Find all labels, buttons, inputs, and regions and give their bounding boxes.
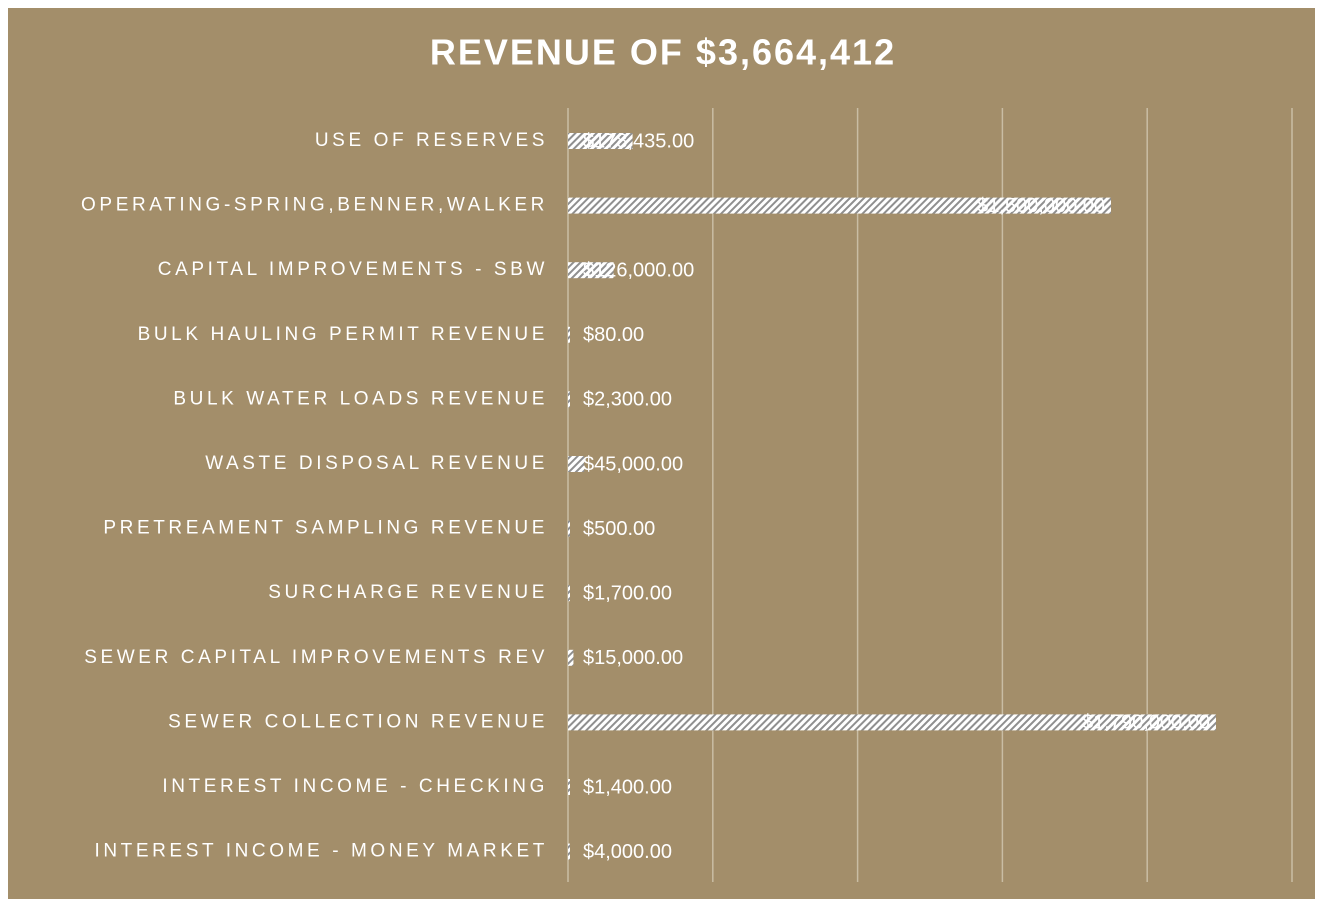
category-label: BULK HAULING PERMIT REVENUE [138, 324, 548, 345]
bar [568, 520, 570, 537]
bar [568, 391, 570, 408]
bar [568, 649, 574, 666]
category-label: SEWER CAPITAL IMPROVEMENTS REV [84, 647, 548, 668]
category-label: SURCHARGE REVENUE [268, 582, 548, 603]
data-label: $500.00 [583, 518, 655, 540]
data-label: $1,790,000.00 [1082, 712, 1210, 734]
bar [568, 133, 633, 149]
category-label: BULK WATER LOADS REVENUE [173, 388, 548, 409]
category-label: OPERATING-SPRING,BENNER,WALKER [81, 195, 548, 216]
data-label: $15,000.00 [583, 647, 683, 669]
data-label: $2,300.00 [583, 389, 672, 411]
chart-title: REVENUE OF $3,664,412 [430, 32, 896, 73]
category-label: INTEREST INCOME - CHECKING [162, 776, 548, 797]
bar [568, 456, 585, 472]
bar [568, 779, 570, 795]
bar [568, 843, 570, 860]
data-label: $80.00 [583, 324, 644, 346]
bar [568, 262, 614, 279]
bar [568, 197, 1111, 214]
category-label: WASTE DISPOSAL REVENUE [205, 453, 548, 474]
category-label: SEWER COLLECTION REVENUE [168, 711, 548, 732]
data-label: $1,700.00 [583, 582, 672, 604]
data-label: $126,000.00 [583, 259, 694, 281]
bar [568, 714, 1216, 731]
category-label: PRETREAMENT SAMPLING REVENUE [103, 518, 548, 539]
bar [568, 326, 570, 343]
data-label: $178,435.00 [583, 130, 694, 152]
data-label: $1,400.00 [583, 776, 672, 798]
data-label: $45,000.00 [583, 453, 683, 475]
data-label: $1,500,000.00 [977, 195, 1105, 217]
category-label: INTEREST INCOME - MONEY MARKET [94, 841, 548, 862]
category-label: USE OF RESERVES [315, 130, 548, 151]
chart-background [8, 8, 1315, 899]
bar [568, 585, 570, 602]
data-label: $4,000.00 [583, 841, 672, 863]
category-label: CAPITAL IMPROVEMENTS - SBW [158, 259, 548, 280]
